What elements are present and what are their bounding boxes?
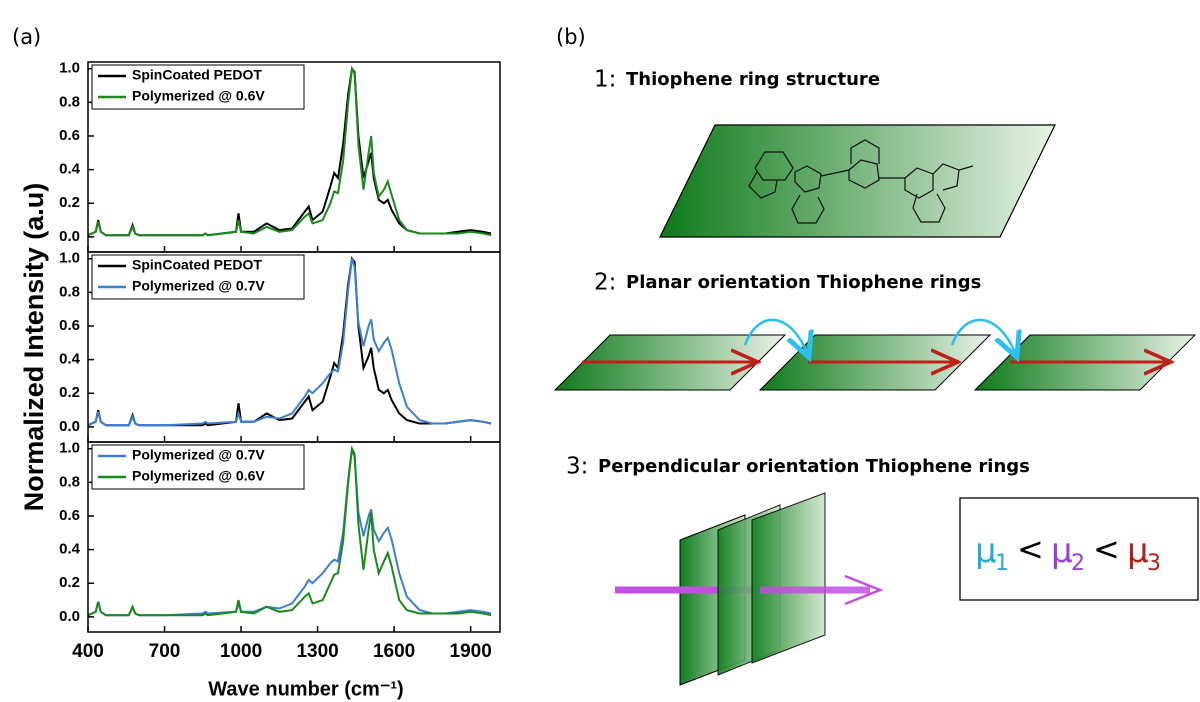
y-axis-label: Normalized Intensity (a.u): [19, 183, 49, 512]
mu-symbol: μ: [975, 531, 997, 571]
panel-label: (b): [556, 25, 586, 49]
mu-subscript: 1: [995, 551, 1009, 576]
spectra: 0.0 0.2 0.4 0.6 0.8 1.0 SpinCoated PEDOT Polyme…: [19, 60, 501, 700]
legend-box: [91, 254, 305, 300]
x-tick-label: 1300: [296, 641, 338, 662]
y-tick-label: 0.8: [59, 283, 80, 300]
y-tick-label: 0.0: [59, 608, 80, 625]
y-tick-label: 0.2: [59, 384, 80, 401]
y-tick-label: 0.4: [59, 351, 81, 368]
y-tick-label: 0.2: [59, 194, 80, 211]
perpendicular-planes: [615, 492, 884, 686]
x-tick-label: 1000: [220, 641, 262, 662]
legend-label: Polymerized @ 0.7V: [132, 447, 265, 463]
section-title: Planar orientation Thiophene rings: [626, 272, 981, 293]
legend-label: SpinCoated PEDOT: [132, 257, 262, 273]
mobility-box: [959, 497, 1199, 601]
y-tick-label: 0.6: [59, 317, 80, 334]
y-tick-label: 0.4: [59, 541, 81, 558]
y-tick-label: 0.2: [59, 574, 80, 591]
spectrum-line: [87, 258, 492, 427]
section-title: Thiophene ring structure: [626, 69, 880, 90]
x-tick-label: 1600: [373, 641, 415, 662]
y-tick-label: 0.8: [59, 93, 80, 110]
legend-label: Polymerized @ 0.6V: [132, 88, 265, 104]
molecule: [748, 139, 974, 224]
legend-label: SpinCoated PEDOT: [132, 67, 262, 83]
mobility-relation: μ1 < μ2 < μ3: [975, 530, 1161, 576]
mu-symbol: μ: [1127, 531, 1149, 571]
spectrum-line: [87, 65, 492, 237]
panel-label: (a): [12, 25, 41, 49]
spectrum-line: [87, 445, 492, 617]
legend-label: Polymerized @ 0.6V: [132, 468, 265, 484]
y-tick-label: 0.6: [59, 127, 80, 144]
y-tick-label: 1.0: [59, 440, 80, 457]
section-number: 1:: [594, 67, 616, 93]
y-tick-label: 0.6: [59, 507, 80, 524]
plot-frame: [87, 441, 501, 633]
y-tick-label: 0.8: [59, 473, 80, 490]
legend-box: [91, 64, 305, 110]
x-tick-label: 700: [149, 641, 181, 662]
legend-label: Polymerized @ 0.7V: [132, 278, 265, 294]
plane: [659, 124, 1056, 238]
y-tick-label: 0.0: [59, 228, 80, 245]
planar-planes: [553, 318, 1197, 391]
mu-symbol: μ: [1051, 531, 1073, 571]
section-number: 2:: [594, 270, 616, 296]
mu-subscript: 2: [1071, 551, 1085, 576]
x-tick-label: 400: [72, 641, 104, 662]
section-number: 3:: [566, 454, 588, 480]
y-tick-label: 0.0: [59, 418, 80, 435]
legend-box: [91, 444, 305, 490]
y-tick-label: 1.0: [59, 250, 80, 267]
relation: <: [1093, 530, 1120, 568]
x-tick-label: 1900: [450, 641, 492, 662]
relation: <: [1017, 530, 1044, 568]
x-axis-label: Wave number (cm⁻¹): [208, 678, 403, 700]
y-tick-label: 1.0: [59, 60, 80, 77]
y-tick-label: 0.4: [59, 161, 81, 178]
mu-subscript: 3: [1147, 551, 1161, 576]
section-title: Perpendicular orientation Thiophene ring…: [598, 456, 1030, 477]
